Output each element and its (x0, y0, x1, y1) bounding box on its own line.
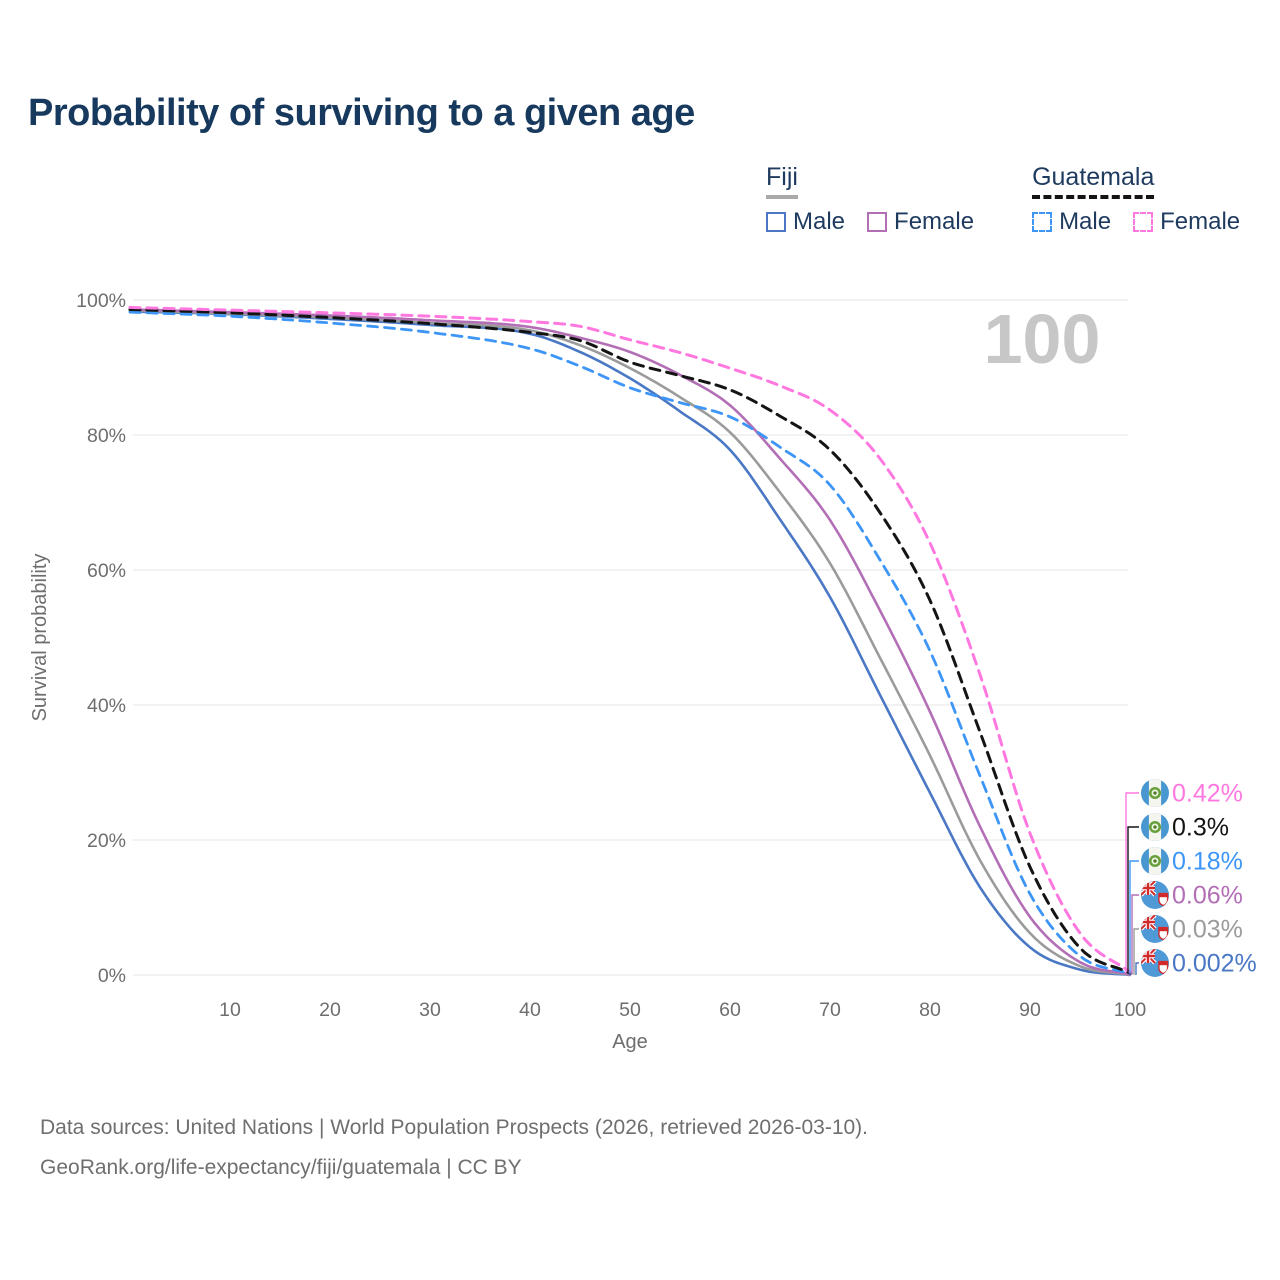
x-axis-tick-40: 40 (519, 999, 541, 1021)
legend-item-fiji-female[interactable]: Female (867, 208, 974, 236)
page-title: Probability of surviving to a given age (28, 92, 695, 134)
legend-item-label: Female (1160, 208, 1241, 235)
x-axis-tick-60: 60 (719, 999, 741, 1021)
end-label-guatemala-female: 0.42% (1125, 779, 1243, 973)
leader-line (1129, 860, 1139, 974)
y-axis-tick-20: 20% (87, 830, 126, 852)
legend-group-guatemala: Guatemala Male Female (1032, 163, 1240, 236)
x-axis-title: Age (612, 1031, 648, 1053)
end-label-value: 0.42% (1172, 780, 1243, 808)
x-axis-tick-100: 100 (1114, 999, 1147, 1021)
end-label-fiji-both-sexes: 0.03% (1133, 915, 1243, 975)
end-label-value: 0.18% (1172, 848, 1243, 876)
series-line-fiji-both-sexes[interactable] (128, 309, 1132, 977)
guatemala-female-swatch-icon[interactable] (1133, 212, 1154, 232)
end-label-value: 0.06% (1172, 882, 1243, 910)
y-axis-tick-0: 0% (98, 965, 126, 987)
fiji-male-swatch-icon[interactable] (766, 212, 786, 232)
series-line-fiji-female[interactable] (128, 308, 1132, 976)
attribution-text: GeoRank.org/life-expectancy/fiji/guatema… (40, 1156, 522, 1179)
legend-item-guatemala-female[interactable]: Female (1133, 208, 1240, 236)
x-axis-tick-90: 90 (1019, 999, 1041, 1021)
legend-item-guatemala-male[interactable]: Male (1032, 208, 1111, 236)
fiji-female-swatch-icon[interactable] (867, 212, 888, 232)
legend-item-label: Male (1059, 208, 1112, 235)
series-line-guatemala-both-sexes[interactable] (128, 308, 1132, 975)
end-label-value: 0.03% (1172, 916, 1243, 944)
leader-line (1127, 826, 1139, 973)
x-axis-tick-10: 10 (219, 999, 241, 1021)
leader-line (1131, 894, 1139, 975)
x-axis-tick-80: 80 (919, 999, 941, 1021)
legend-group-title-fiji: Fiji (766, 163, 798, 199)
x-axis-tick-70: 70 (819, 999, 841, 1021)
end-label-value: 0.002% (1172, 950, 1257, 978)
series-line-guatemala-female[interactable] (128, 305, 1132, 974)
end-label-fiji-male: 0.002% (1135, 949, 1257, 978)
end-label-guatemala-male: 0.18% (1129, 847, 1243, 974)
legend-group-title-guatemala: Guatemala (1032, 163, 1155, 199)
y-axis-tick-100: 100% (76, 290, 126, 312)
y-axis-tick-40: 40% (87, 695, 126, 717)
y-axis-tick-80: 80% (87, 425, 126, 447)
guatemala-male-swatch-icon[interactable] (1032, 212, 1053, 232)
end-label-guatemala-both-sexes: 0.3% (1127, 813, 1229, 973)
leader-line (1133, 928, 1139, 975)
series-line-guatemala-male[interactable] (128, 310, 1132, 976)
leader-line (1135, 962, 1139, 975)
x-axis-tick-50: 50 (619, 999, 641, 1021)
legend-item-label: Male (793, 208, 846, 235)
y-axis-tick-60: 60% (87, 560, 126, 582)
series-line-fiji-male[interactable] (128, 310, 1132, 977)
age-watermark: 100 (984, 300, 1101, 378)
leader-line (1125, 792, 1139, 973)
legend-group-fiji: Fiji Male Female (766, 163, 974, 236)
legend-item-fiji-male[interactable]: Male (766, 208, 845, 236)
x-axis-tick-30: 30 (419, 999, 441, 1021)
x-axis-tick-20: 20 (319, 999, 341, 1021)
data-sources-text: Data sources: United Nations | World Pop… (40, 1116, 869, 1139)
chart-footer: Data sources: United Nations | World Pop… (40, 1108, 868, 1188)
y-axis-title: Survival probability (29, 554, 51, 722)
chart-legend: Fiji Male Female Guatemala Male Female (766, 163, 1240, 236)
end-label-value: 0.3% (1172, 814, 1229, 842)
legend-item-label: Female (894, 208, 975, 235)
